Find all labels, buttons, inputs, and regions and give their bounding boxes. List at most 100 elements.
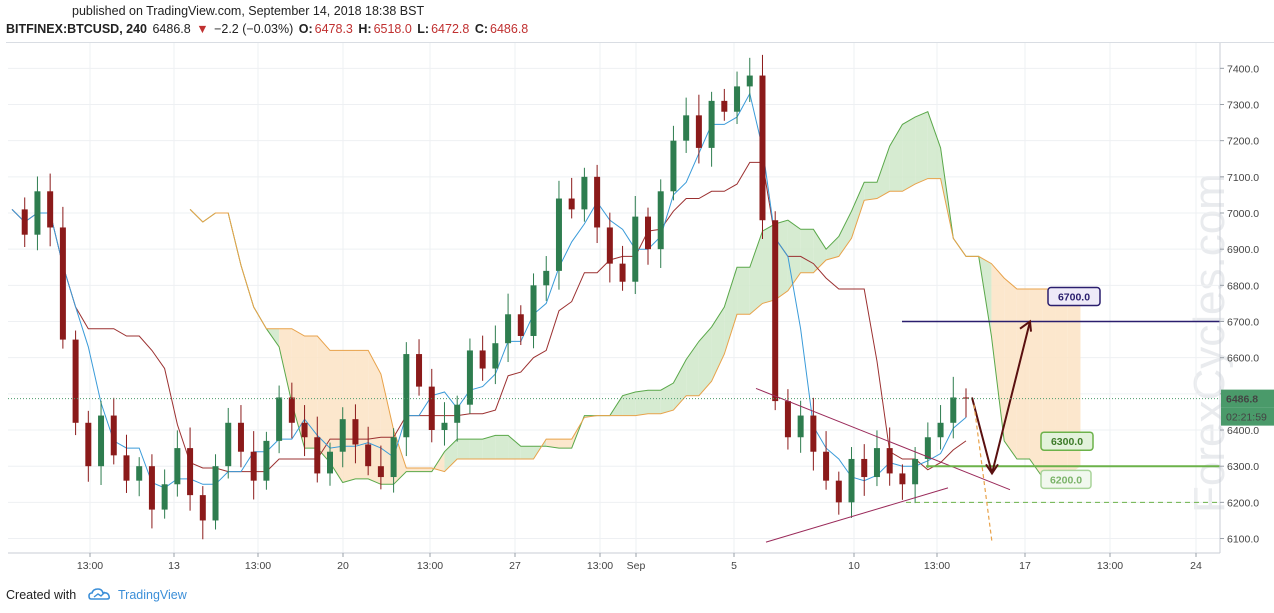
candle-body [85, 422, 92, 467]
kijun-line [11, 161, 967, 473]
cloud-segment [342, 350, 356, 483]
cloud-segment [991, 263, 1005, 441]
published-note: published on TradingView.com, September … [72, 4, 425, 18]
cloud-segment [393, 430, 407, 485]
price-tick-label: 6300.0 [1227, 461, 1259, 473]
footer: Created with TradingView [0, 575, 1274, 613]
candle-body [479, 350, 486, 369]
chart-area[interactable]: ForexCycles.com 6700.0 6300.0 6200.0 6100.0 6… [6, 42, 1274, 572]
arrowhead-up-icon [1019, 319, 1032, 332]
candle-body [912, 458, 919, 485]
cloud-segment [737, 267, 750, 315]
candle-body [377, 466, 384, 478]
candle-body [390, 437, 397, 478]
candle-body [98, 415, 105, 467]
tenkan-line [11, 92, 967, 489]
cloud-segment [406, 468, 420, 472]
level-label-6200: 6200.0 [1050, 474, 1082, 486]
cloud-segment [380, 373, 394, 485]
candle-body [543, 270, 550, 286]
time-tick-label: 13:00 [1097, 560, 1123, 572]
candle-body [899, 473, 906, 485]
candle-body [148, 466, 155, 510]
senkou-span-b-line [189, 178, 1068, 473]
cloud-segment [686, 341, 699, 396]
cloud-segment [469, 439, 483, 459]
candle-body [721, 100, 728, 112]
candle-body [950, 397, 957, 423]
cloud-segment [762, 223, 776, 304]
candle-body [339, 419, 346, 452]
candle-body [695, 115, 702, 148]
cloud-segment [304, 335, 318, 449]
price-tick-label: 7300.0 [1227, 99, 1259, 111]
arrowhead-down-icon [985, 463, 999, 476]
candle-body [823, 451, 830, 481]
cloud-segment [419, 468, 432, 472]
low-label: L: [417, 22, 430, 36]
candle-body [734, 86, 741, 112]
price-tick-label: 6600.0 [1227, 353, 1259, 365]
chart-header: published on TradingView.com, September … [0, 0, 1274, 42]
cloud-segment [698, 326, 712, 396]
candle-body [136, 466, 143, 481]
candle-body [861, 458, 868, 478]
last-price: 6486.8 [152, 22, 191, 36]
time-tick-label: 10 [848, 560, 860, 572]
cloud-segment [330, 350, 343, 483]
price-tick-label: 7400.0 [1227, 63, 1259, 75]
candle-body [683, 115, 690, 141]
candle-body [708, 100, 715, 148]
candle-body [403, 354, 410, 438]
candle-body [174, 448, 181, 485]
candle-body [21, 209, 28, 235]
cloud-segment [775, 220, 788, 300]
candle-body [886, 448, 893, 474]
candle-body [314, 437, 321, 474]
time-tick-label: 13:00 [924, 560, 950, 572]
candle-body [606, 227, 613, 264]
candle-body [772, 220, 779, 402]
cloud-segment [1016, 288, 1030, 459]
cloud-segment [1004, 278, 1017, 459]
candle-body [746, 75, 753, 87]
candle-body [34, 191, 41, 235]
cloud-segment [368, 350, 381, 485]
candle-body [555, 198, 562, 271]
open-value: 6478.3 [314, 22, 353, 36]
cloud-segment [355, 350, 369, 479]
tradingview-brand[interactable]: TradingView [118, 588, 187, 602]
candle-body [263, 440, 270, 481]
cloud-segment [1042, 288, 1056, 478]
price-tick-label: 6400.0 [1227, 425, 1259, 437]
created-with-text: Created with [6, 588, 77, 602]
candle-body [365, 444, 372, 467]
watermark-text: ForexCycles.com [1185, 173, 1234, 513]
cloud-segment [482, 435, 496, 459]
wedge-upper-line [755, 387, 1011, 491]
cloud-segment [813, 229, 827, 273]
price-tick-label: 6200.0 [1227, 497, 1259, 509]
cloud-segment [864, 182, 877, 201]
cloud-segment [508, 435, 521, 459]
cloud-segment [927, 111, 941, 179]
cloud-segment [457, 439, 470, 459]
candle-body [237, 422, 244, 452]
candle-body [568, 198, 575, 210]
candle-body [632, 216, 639, 282]
candle-body [619, 263, 626, 282]
countdown-badge-bg [1221, 407, 1274, 426]
cloud-segment [635, 390, 648, 416]
cloud-segment [495, 435, 509, 459]
level-label-6700: 6700.0 [1058, 292, 1090, 304]
symbol-name[interactable]: BITFINEX:BTCUSD, 240 [6, 22, 147, 36]
candle-body [505, 314, 512, 344]
candle-body [454, 404, 461, 423]
price-chart[interactable]: ForexCycles.com6700.06300.06200.06100.06… [6, 43, 1274, 572]
level-label-6300: 6300.0 [1051, 436, 1083, 448]
time-tick-label: 27 [509, 560, 521, 572]
wedge-lower-line [765, 487, 949, 543]
candle-body [924, 437, 931, 459]
candle-body [187, 448, 194, 496]
candle-body [784, 401, 791, 438]
